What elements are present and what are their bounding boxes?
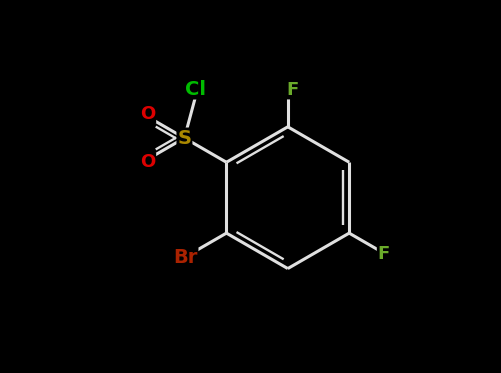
Text: O: O [140, 105, 155, 123]
Text: O: O [140, 153, 155, 171]
Text: F: F [378, 245, 390, 263]
Text: F: F [286, 81, 299, 98]
Text: S: S [177, 129, 191, 147]
Text: Cl: Cl [184, 79, 205, 98]
Text: Br: Br [173, 248, 197, 267]
